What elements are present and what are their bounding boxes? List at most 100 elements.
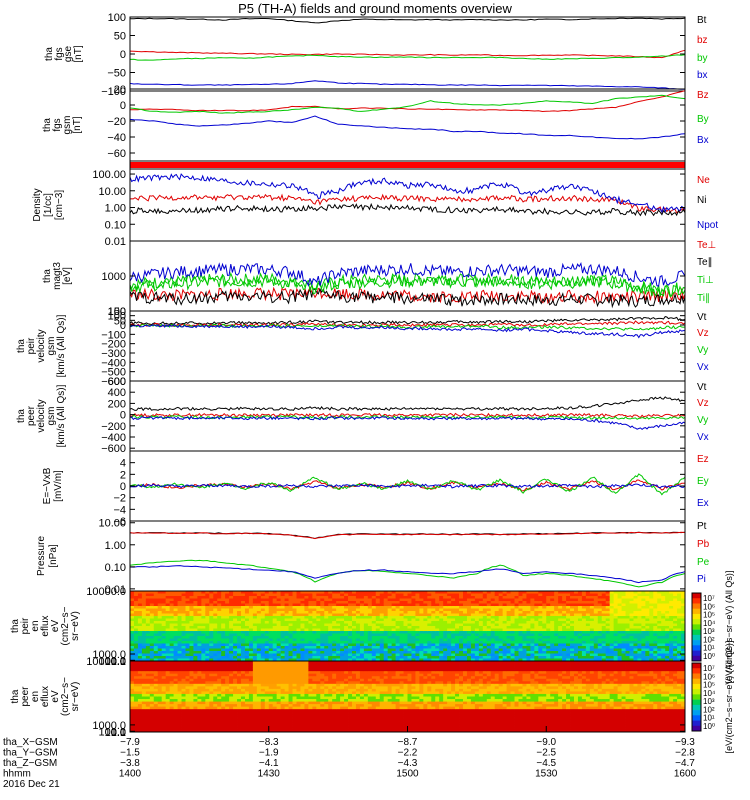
spectrogram-cell bbox=[395, 603, 400, 607]
spectrogram-cell bbox=[324, 653, 329, 657]
spectrogram-cell bbox=[205, 596, 210, 599]
spectrogram-cell bbox=[217, 626, 222, 629]
spectrogram-cell bbox=[415, 613, 420, 617]
spectrogram-cell bbox=[153, 648, 159, 652]
spectrogram-cell bbox=[363, 636, 369, 639]
spectrogram-cell bbox=[435, 596, 440, 599]
spectrogram-cell bbox=[161, 688, 167, 692]
spectrogram-cell bbox=[165, 701, 171, 705]
spectrogram-cell bbox=[145, 616, 151, 619]
spectrogram-cell bbox=[201, 691, 206, 695]
spectrogram-cell bbox=[241, 671, 246, 675]
spectrogram-cell bbox=[185, 673, 190, 677]
spectrogram-cell bbox=[340, 636, 345, 639]
spectrogram-cell bbox=[133, 701, 139, 705]
spectrogram-cell bbox=[268, 628, 274, 632]
spectrogram-cell bbox=[185, 626, 190, 629]
spectrogram-cell bbox=[225, 591, 230, 594]
spectrogram-cell bbox=[570, 606, 575, 609]
spectrogram-cell bbox=[431, 636, 436, 639]
spectrogram-cell bbox=[328, 621, 333, 624]
spectrogram-cell bbox=[367, 593, 373, 597]
spectrogram-cell bbox=[161, 643, 167, 647]
spectrogram-cell bbox=[233, 668, 238, 672]
spectrogram-cell bbox=[407, 621, 412, 624]
spectrogram-cell bbox=[320, 626, 325, 629]
spectrogram-cell bbox=[494, 638, 500, 642]
spectrogram-cell bbox=[252, 623, 258, 627]
spectrogram-cell bbox=[308, 626, 313, 629]
spectrogram-cell bbox=[177, 666, 182, 670]
spectrogram-cell bbox=[296, 641, 301, 644]
spectrogram-cell bbox=[589, 651, 595, 654]
spectrogram-cell bbox=[375, 611, 381, 614]
spectrogram-cell bbox=[355, 651, 361, 654]
spectrogram-cell bbox=[332, 658, 337, 662]
spectrogram-cell bbox=[490, 603, 496, 607]
spectrogram-cell bbox=[268, 658, 274, 662]
spectrogram-cell bbox=[383, 626, 389, 629]
spectrogram-cell bbox=[165, 626, 171, 629]
spectrogram-cell bbox=[324, 658, 329, 662]
spectrogram-cell bbox=[677, 633, 682, 637]
spectrogram-cell bbox=[336, 611, 341, 614]
spectrogram-cell bbox=[570, 598, 575, 602]
spectrogram-cell bbox=[589, 653, 595, 657]
spectrogram-cell bbox=[383, 603, 389, 607]
y-tick-label: −400 bbox=[101, 357, 126, 369]
spectrogram-cell bbox=[193, 636, 198, 639]
spectrogram-cell bbox=[141, 643, 147, 647]
spectrogram-cell bbox=[653, 631, 658, 634]
spectrogram-cell bbox=[193, 591, 198, 594]
spectrogram-cell bbox=[411, 638, 416, 642]
spectrogram-cell bbox=[348, 651, 353, 654]
spectrogram-cell bbox=[645, 591, 650, 594]
spectrogram-cell bbox=[229, 648, 234, 652]
spectrogram-cell bbox=[411, 623, 416, 627]
spectrogram-cell bbox=[403, 606, 408, 609]
spectrogram-cell bbox=[649, 641, 654, 644]
spectrogram-cell bbox=[581, 613, 587, 617]
spectrogram-cell bbox=[225, 704, 230, 708]
spectrogram-cell bbox=[367, 651, 373, 654]
spectrogram-cell bbox=[637, 603, 642, 607]
spectrogram-cell bbox=[649, 658, 654, 662]
spectrogram-cell bbox=[197, 666, 202, 670]
spectrogram-cell bbox=[431, 616, 436, 619]
spectrogram-cell bbox=[653, 618, 658, 622]
spectrogram-cell bbox=[181, 611, 186, 614]
spectrogram-cell bbox=[562, 611, 567, 614]
spectrogram-cell bbox=[669, 648, 674, 652]
spectrogram-cell bbox=[201, 714, 206, 718]
y-tick-label: −60 bbox=[107, 148, 126, 160]
spectrogram-cell bbox=[562, 638, 567, 642]
spectrogram-cell bbox=[328, 593, 333, 597]
spectrogram-cell bbox=[209, 613, 214, 617]
spectrogram-cell bbox=[439, 626, 444, 629]
spectrogram-cell bbox=[276, 656, 282, 659]
spectrogram-cell bbox=[609, 601, 615, 604]
spectrogram-cell bbox=[605, 616, 611, 619]
spectrogram-cell bbox=[193, 714, 198, 718]
spectrogram-cell bbox=[153, 711, 159, 715]
spectrogram-cell bbox=[379, 618, 385, 622]
spectrogram-cell bbox=[169, 633, 174, 637]
spectrogram-cell bbox=[149, 606, 155, 609]
spectrogram-cell bbox=[237, 693, 242, 697]
y-axis-label: sr−eV) bbox=[70, 611, 81, 641]
spectrogram-cell bbox=[177, 673, 182, 677]
spectrogram-cell bbox=[431, 613, 436, 617]
spectrogram-cell bbox=[292, 648, 297, 652]
spectrogram-cell bbox=[308, 623, 313, 627]
spectrogram-cell bbox=[601, 658, 607, 662]
spectrogram-cell bbox=[574, 638, 579, 642]
spectrogram-cell bbox=[617, 596, 622, 599]
spectrogram-cell bbox=[300, 658, 305, 662]
spectrogram-cell bbox=[201, 706, 206, 710]
spectrogram-cell bbox=[221, 648, 226, 652]
spectrogram-cell bbox=[581, 656, 587, 659]
spectrogram-cell bbox=[411, 641, 416, 644]
spectrogram-cell bbox=[308, 618, 313, 622]
spectrogram-cell bbox=[617, 651, 622, 654]
spectrogram-cell bbox=[197, 621, 202, 624]
